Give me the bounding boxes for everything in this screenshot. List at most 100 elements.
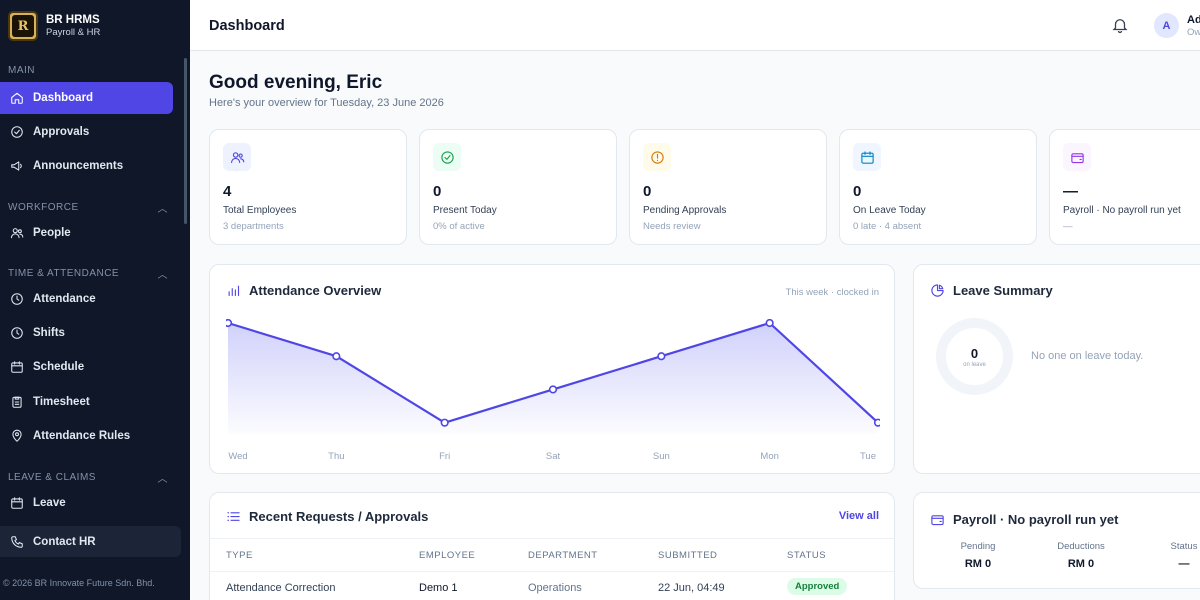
sidebar: R BR HRMS Payroll & HR MAIN Dashboard Ap… [0,0,190,600]
leave-donut: 0 on leave [936,318,1013,395]
chart-point-thu[interactable] [332,352,341,361]
stat-subtext: 3 departments [223,221,284,232]
section-label: LEAVE & CLAIMS [8,472,96,483]
sidebar-item-announcements[interactable]: Announcements [0,150,173,182]
section-label: TIME & ATTENDANCE [8,268,120,279]
column-header-submitted[interactable]: SUBMITTED [658,550,718,561]
avatar[interactable]: A [1154,13,1179,38]
users-icon [223,143,251,171]
chart-point-mon[interactable] [765,319,774,328]
attendance-chart: Wed Thu Fri Sat Sun Mon Tue [226,319,880,462]
sidebar-section-main: MAIN [8,65,168,76]
column-header-status[interactable]: STATUS [787,550,827,561]
chart-point-sun[interactable] [657,352,666,361]
chart-point-fri[interactable] [440,418,449,427]
cell-employee: Demo 1 [419,582,458,594]
check-circle-icon [433,143,461,171]
wallet-icon [1063,143,1091,171]
check-circle-icon [11,126,23,138]
sidebar-item-label: People [33,227,71,239]
brand-logo: R [8,11,38,41]
sidebar-section-time-attendance[interactable]: TIME & ATTENDANCE ︿ [8,266,168,281]
chart-x-tick-label: Tue [860,451,876,462]
sidebar-item-shifts[interactable]: Shifts [0,317,173,349]
sidebar-section-leave-claims[interactable]: LEAVE & CLAIMS ︿ [8,470,168,485]
section-label: WORKFORCE [8,202,79,213]
sidebar-section-workforce[interactable]: WORKFORCE ︿ [8,200,168,215]
stat-value: 0 [433,183,442,200]
column-header-type[interactable]: TYPE [226,550,253,561]
stat-label: Pending Approvals [643,205,727,216]
table-header: TYPE EMPLOYEE DEPARTMENT SUBMITTED STATU… [210,538,894,572]
greeting-title: Good evening, Eric [209,72,383,93]
payroll-label: Pending [960,541,996,552]
column-header-department[interactable]: DEPARTMENT [528,550,598,561]
sidebar-item-approvals[interactable]: Approvals [0,116,173,148]
stat-card-on-leave-today[interactable]: 0 On Leave Today 0 late · 4 absent [839,129,1037,245]
donut-label: on leave [963,361,986,368]
payroll-label: Status [1170,541,1198,552]
top-header: Dashboard A Ad Ow [190,0,1200,51]
chart-point-sat[interactable] [548,385,558,394]
stat-card-payroll[interactable]: — Payroll · No payroll run yet — [1049,129,1200,245]
user-name[interactable]: Ad [1187,14,1200,26]
list-icon [227,512,240,521]
location-pin-icon [12,429,22,442]
sidebar-scrollbar[interactable] [184,58,187,224]
contact-hr-button[interactable]: Contact HR [0,526,181,557]
column-header-employee[interactable]: EMPLOYEE [419,550,476,561]
stat-card-present-today[interactable]: 0 Present Today 0% of active [419,129,617,245]
leave-summary-card: Leave Summary 0 on leave No one on leave… [913,264,1200,474]
chevron-up-icon: ︿ [157,474,168,485]
payroll-pending: Pending RM 0 [938,541,1018,570]
user-role: Ow [1187,27,1200,38]
chevron-up-icon: ︿ [157,270,168,281]
brand-logo-mark: R [12,15,34,37]
clock-icon [11,293,23,305]
stat-card-pending-approvals[interactable]: 0 Pending Approvals Needs review [629,129,827,245]
chart-point-tue[interactable] [873,418,880,427]
chart-point-wed[interactable] [226,319,233,328]
sidebar-item-attendance-rules[interactable]: Attendance Rules [0,420,173,452]
payroll-deductions: Deductions RM 0 [1041,541,1121,570]
stat-card-total-employees[interactable]: 4 Total Employees 3 departments [209,129,407,245]
donut-value: 0 [970,345,979,361]
page-title: Dashboard [209,18,285,34]
view-all-link[interactable]: View all [838,510,879,522]
attendance-overview-card: Attendance Overview This week · clocked … [209,264,895,474]
brand-subtitle: Payroll & HR [46,27,101,38]
leave-empty-message: No one on leave today. [1031,350,1144,362]
calendar-icon [11,497,23,509]
payroll-status: Status — [1144,541,1200,570]
stat-subtext: — [1063,221,1073,232]
chart-x-tick-label: Fri [439,451,450,462]
bell-icon [1112,19,1128,34]
users-icon [10,228,24,239]
sidebar-item-label: Timesheet [33,396,90,408]
notifications-button[interactable] [1111,16,1129,34]
payroll-value: RM 0 [964,558,992,570]
sidebar-item-leave[interactable]: Leave [0,487,173,519]
stat-label: Total Employees [223,205,297,216]
payroll-value: RM 0 [1067,558,1095,570]
sidebar-item-people[interactable]: People [0,217,173,249]
sidebar-item-schedule[interactable]: Schedule [0,351,173,383]
sidebar-item-attendance[interactable]: Attendance [0,283,173,315]
leave-summary-title: Leave Summary [930,283,1053,298]
megaphone-icon [11,161,22,171]
sidebar-item-dashboard[interactable]: Dashboard [0,82,173,114]
payroll-value: — [1178,558,1190,570]
sidebar-item-label: Announcements [33,160,124,172]
brand[interactable]: R BR HRMS Payroll & HR [8,10,100,42]
chevron-up-icon: ︿ [157,204,168,215]
attendance-overview-title: Attendance Overview [226,283,381,298]
chart-x-tick-label: Mon [760,451,778,462]
sidebar-item-timesheet[interactable]: Timesheet [0,386,173,418]
card-title-text: Leave Summary [953,283,1053,298]
sidebar-item-label: Attendance [33,293,96,305]
stat-subtext: Needs review [643,221,701,232]
stat-value: 0 [643,183,652,200]
payroll-title: Payroll · No payroll run yet [930,512,1118,527]
recent-requests-card: Recent Requests / Approvals View all TYP… [209,492,895,600]
chart-x-tick-label: Sun [653,451,670,462]
